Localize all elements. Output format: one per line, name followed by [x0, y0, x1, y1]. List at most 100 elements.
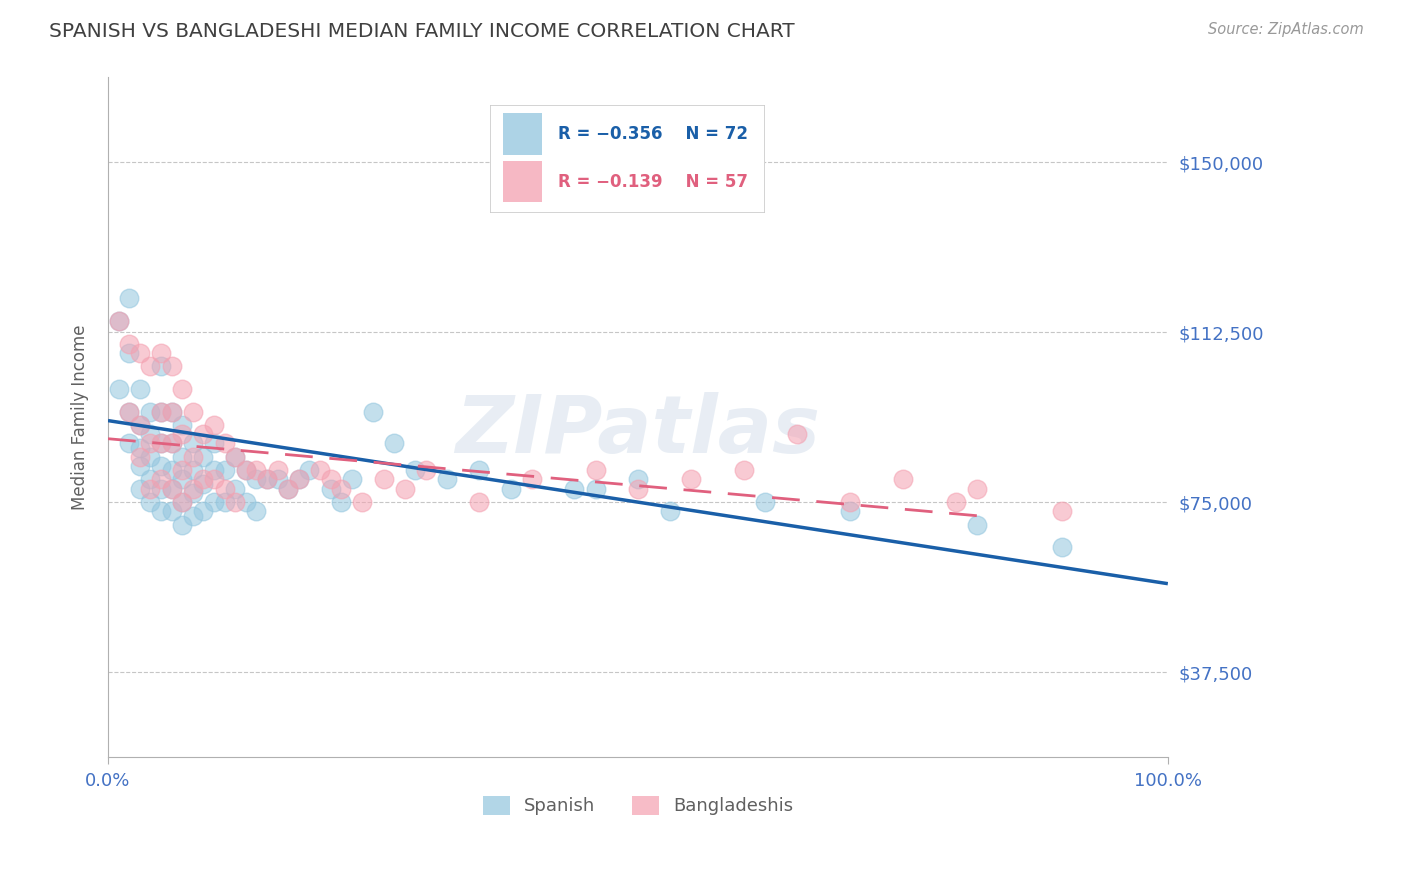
Point	[298, 463, 321, 477]
Point	[172, 517, 194, 532]
Point	[149, 404, 172, 418]
Point	[193, 473, 215, 487]
Point	[139, 404, 162, 418]
Point	[128, 458, 150, 473]
Point	[330, 482, 353, 496]
Point	[319, 473, 342, 487]
Point	[373, 473, 395, 487]
Point	[562, 482, 585, 496]
Point	[214, 436, 236, 450]
Point	[520, 473, 543, 487]
Point	[679, 473, 702, 487]
Point	[256, 473, 278, 487]
Text: ZIPatlas: ZIPatlas	[456, 392, 821, 470]
Point	[287, 473, 309, 487]
Point	[202, 495, 225, 509]
Point	[149, 482, 172, 496]
Point	[149, 345, 172, 359]
Point	[128, 418, 150, 433]
Point	[352, 495, 374, 509]
Point	[193, 477, 215, 491]
Point	[382, 436, 405, 450]
Point	[340, 473, 363, 487]
Point	[309, 463, 332, 477]
Point	[266, 463, 288, 477]
Point	[160, 482, 183, 496]
Point	[202, 436, 225, 450]
Point	[627, 482, 650, 496]
Point	[128, 418, 150, 433]
Point	[361, 404, 384, 418]
Point	[172, 418, 194, 433]
Point	[658, 504, 681, 518]
Point	[181, 436, 204, 450]
Point	[394, 482, 416, 496]
Point	[214, 463, 236, 477]
Point	[149, 359, 172, 374]
Point	[107, 314, 129, 328]
Point	[235, 463, 257, 477]
Point	[245, 463, 267, 477]
Point	[214, 495, 236, 509]
Point	[181, 486, 204, 500]
Point	[214, 482, 236, 496]
Point	[1050, 504, 1073, 518]
Point	[149, 436, 172, 450]
Point	[107, 382, 129, 396]
Point	[202, 463, 225, 477]
Point	[266, 473, 288, 487]
Point	[172, 427, 194, 442]
Point	[160, 463, 183, 477]
Point	[224, 482, 246, 496]
Y-axis label: Median Family Income: Median Family Income	[72, 325, 89, 510]
Point	[404, 463, 426, 477]
Point	[149, 473, 172, 487]
Point	[128, 441, 150, 455]
Point	[277, 482, 299, 496]
Point	[256, 473, 278, 487]
Point	[838, 495, 860, 509]
Point	[139, 495, 162, 509]
Point	[468, 463, 491, 477]
Point	[235, 495, 257, 509]
Point	[139, 473, 162, 487]
Point	[181, 404, 204, 418]
Point	[224, 450, 246, 464]
Point	[754, 495, 776, 509]
Point	[468, 495, 491, 509]
Point	[149, 504, 172, 518]
Point	[733, 463, 755, 477]
Point	[172, 495, 194, 509]
Point	[172, 450, 194, 464]
Point	[585, 482, 607, 496]
Point	[277, 482, 299, 496]
Point	[181, 482, 204, 496]
Point	[149, 404, 172, 418]
Point	[891, 473, 914, 487]
Point	[139, 427, 162, 442]
Point	[202, 473, 225, 487]
Text: SPANISH VS BANGLADESHI MEDIAN FAMILY INCOME CORRELATION CHART: SPANISH VS BANGLADESHI MEDIAN FAMILY INC…	[49, 22, 794, 41]
Point	[193, 450, 215, 464]
Point	[181, 450, 204, 464]
Point	[1050, 541, 1073, 555]
Point	[172, 473, 194, 487]
Point	[139, 359, 162, 374]
Point	[139, 482, 162, 496]
Point	[838, 504, 860, 518]
Point	[139, 436, 162, 450]
Point	[128, 450, 150, 464]
Point	[160, 359, 183, 374]
Point	[627, 473, 650, 487]
Point	[585, 463, 607, 477]
Point	[193, 504, 215, 518]
Point	[118, 404, 141, 418]
Point	[945, 495, 967, 509]
Point	[966, 482, 988, 496]
Point	[224, 450, 246, 464]
Point	[499, 482, 522, 496]
Legend: Spanish, Bangladeshis: Spanish, Bangladeshis	[475, 789, 800, 822]
Point	[436, 473, 458, 487]
Point	[172, 382, 194, 396]
Point	[235, 463, 257, 477]
